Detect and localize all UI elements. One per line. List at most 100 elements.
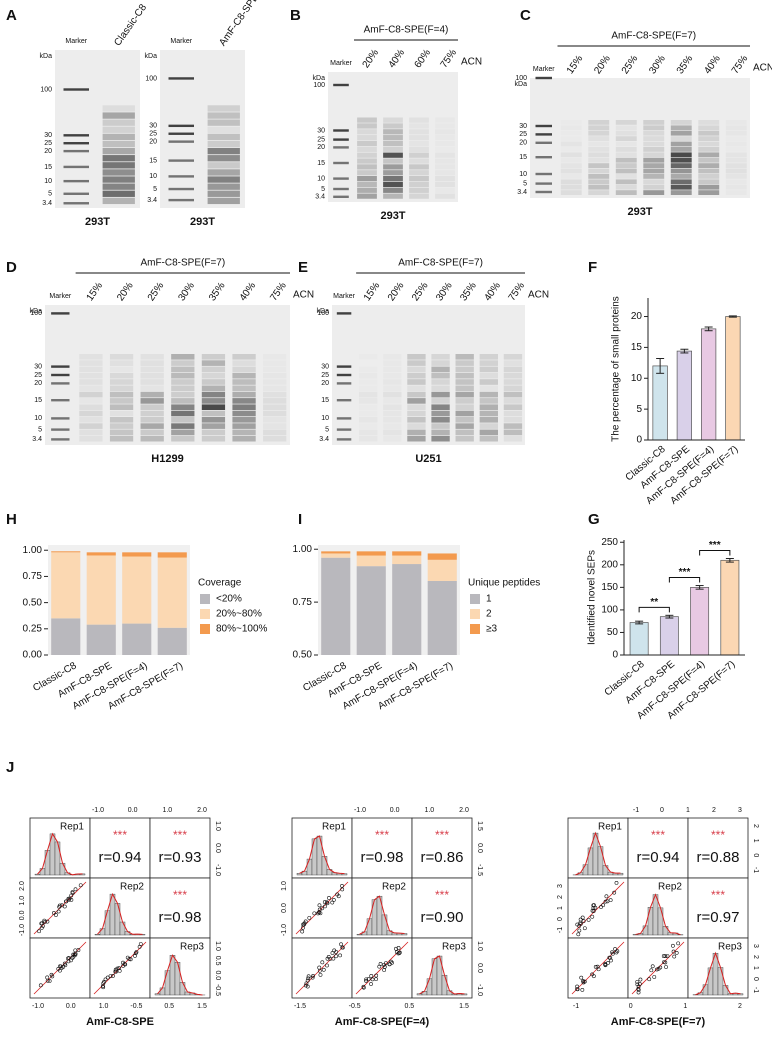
axis-tick-label: 0.5 [404,1003,414,1010]
sample-band [263,423,287,429]
matrix-cell [149,817,211,879]
marker-label: 20 [149,138,157,145]
marker-label: 30 [321,363,329,370]
matrix-title: AmF-C8-SPE(F=7) [611,1016,706,1028]
sample-band [383,164,403,170]
histogram-bar [356,934,363,936]
legend-title: Unique peptides [468,578,540,589]
lane-label: Marker [49,293,71,300]
scatter-point [650,964,655,969]
axis-tick-label: -1.0 [476,984,483,996]
axis-tick-label: -0.5 [130,1003,142,1010]
sample-band [201,423,226,429]
sample-band [455,398,474,404]
axis-tick-label: 1 [752,839,759,843]
sample-band [455,360,474,366]
scatter-point [317,903,322,908]
scatter-point [340,945,345,950]
histogram-bar [702,984,709,996]
bar [700,328,717,441]
sample-band [670,147,692,152]
sample-band [171,385,195,392]
sample-band [431,360,450,366]
gel-header: AmF-C8-SPE(F=4) [364,25,449,36]
axis-tick-label: -1.0 [281,924,288,936]
y-tick-label: 0.75 [293,597,313,608]
histogram-bar [179,982,186,996]
sample-band [79,391,103,398]
sample-band [407,398,426,404]
sample-band [643,184,665,190]
sample-band [698,157,720,163]
sample-band [503,429,523,436]
axis-tick-label: 0 [752,853,759,857]
bar-segment [356,551,386,556]
scatter-point [66,959,71,964]
y-tick-label: 100 [601,605,618,616]
bar-segment [122,552,152,557]
marker-band [336,438,352,441]
lane-label: 15% [565,53,586,76]
axis-tick-label: -0.5 [349,1003,361,1010]
sample-band [102,183,135,190]
sample-band [207,147,240,155]
panel-letter: C [520,7,531,24]
marker-label: 10 [519,171,527,178]
sample-band [171,398,195,404]
scatter-point [114,969,118,974]
legend-label: 1 [486,594,492,605]
sample-band [232,410,256,417]
scatter-point [318,911,323,916]
y-tick-label: 15 [631,342,643,353]
sample-band [201,429,226,436]
matrix-cell [351,817,413,879]
sample-band [479,417,498,423]
sample-band [588,125,610,131]
marker-label: 100 [40,86,52,93]
axis-tick-label: 3 [738,807,742,814]
sample-band [357,123,377,129]
scatter-point [364,979,368,983]
scatter-point [330,951,335,955]
sample-band [431,372,450,379]
bar-segment [157,627,187,655]
sample-band [359,354,377,360]
scatter-point [323,904,327,909]
unit-label: ACN [753,63,772,74]
sample-band [479,379,498,385]
bar-segment [51,552,81,619]
scatter-point [676,941,681,946]
histogram-bar [662,926,669,936]
scatter-point [609,958,613,963]
sample-band [383,135,403,141]
scatter-point [325,901,330,906]
sample-band [79,435,103,442]
axis-tick-label: 1.0 [281,881,288,891]
scatter-point [664,965,668,969]
sample-band [435,152,455,158]
sample-band [383,398,401,404]
panel-letter: G [588,511,600,528]
sample-band [479,435,498,442]
density-curve [695,951,741,996]
axis-tick-label: 2 [752,824,759,828]
scatter-point [304,981,309,986]
histogram-bar [722,985,729,996]
sample-band [201,417,226,423]
marker-band [63,88,89,91]
sample-band [643,130,665,136]
scatter-point [603,962,607,967]
sample-band [383,187,403,193]
marker-label: kDa [317,308,330,315]
scatter-point [606,961,610,965]
lane-label: 30% [647,53,668,76]
lane-label: 35% [207,280,228,303]
sample-band [232,360,256,366]
density-curve [359,895,405,935]
sample-band [232,354,256,360]
panel-letter: A [6,7,17,24]
sample-band [207,140,240,148]
sample-band [140,366,164,373]
sample-band [359,373,377,379]
sample-band [207,133,240,141]
